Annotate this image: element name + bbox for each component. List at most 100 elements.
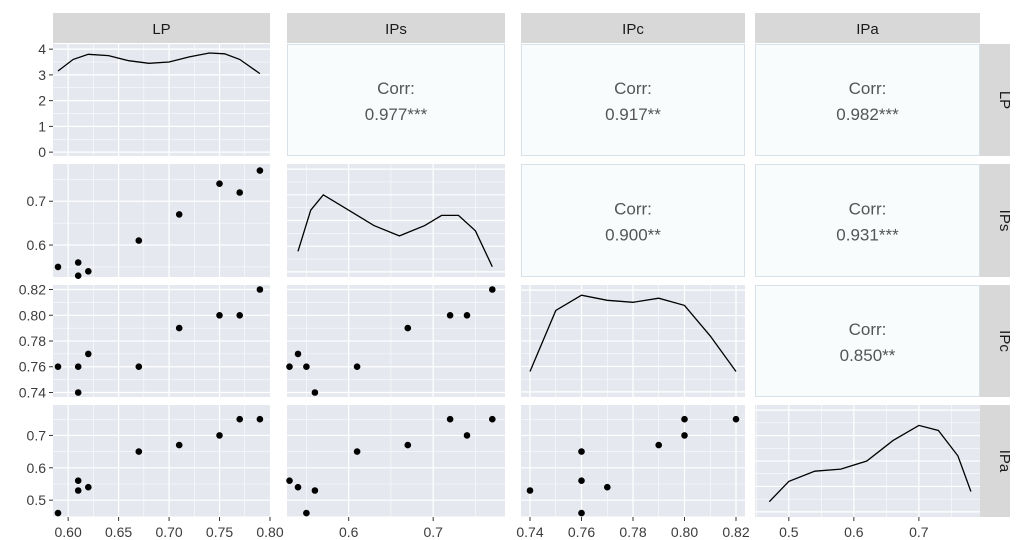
scatter-point	[294, 483, 302, 491]
scatter-point	[311, 487, 319, 494]
strip-right-ips	[980, 164, 1010, 277]
strip-top-label: IPa	[856, 21, 879, 38]
scatter-point	[404, 324, 412, 332]
panel-ips-ipa: Corr: 0.931***	[755, 164, 980, 277]
scatter-point	[54, 509, 62, 517]
scatter-point	[256, 167, 264, 174]
scatter-point	[74, 272, 82, 280]
scatter-point	[578, 509, 585, 517]
strip-right-lp	[980, 44, 1010, 156]
panel-ipa-ipa	[755, 405, 980, 517]
strip-top-ipc	[521, 13, 745, 43]
panel-ipa-lp	[53, 405, 270, 517]
corr-panel-background	[287, 44, 505, 156]
tick-label-y: 0	[38, 144, 46, 160]
tick-label-y: 0.7	[27, 427, 47, 443]
scatter-point	[311, 389, 319, 396]
corr-value: 0.982***	[836, 105, 899, 124]
scatter-point	[463, 312, 471, 319]
strip-right-label: LP	[996, 91, 1013, 109]
scatter-point	[54, 263, 62, 271]
tick-label-y: 0.6	[27, 460, 47, 476]
panel-ips-lp	[53, 164, 270, 280]
strip-right-ipc	[980, 285, 1010, 397]
panel-lp-ipc: Corr: 0.917**	[521, 44, 745, 156]
panel-ipa-ipc	[521, 405, 745, 517]
strip-top-ips	[287, 13, 505, 43]
scatter-point	[489, 415, 496, 423]
strip-top-label: LP	[152, 21, 170, 38]
tick-label-x: 0.78	[619, 524, 646, 540]
scatter-point	[353, 448, 361, 455]
scatter-point	[256, 286, 264, 293]
strip-right-label: IPs	[996, 210, 1013, 232]
panel-lp-lp	[53, 44, 270, 156]
scatter-point	[404, 441, 412, 449]
tick-label-x: 0.70	[155, 524, 182, 540]
corr-value: 0.931***	[836, 226, 899, 245]
corr-label: Corr:	[849, 320, 887, 339]
scatter-point	[74, 363, 82, 371]
scatter-point	[463, 432, 471, 439]
tick-label-y: 0.74	[19, 384, 46, 400]
corr-value: 0.850**	[840, 346, 896, 365]
panel-lp-ips: Corr: 0.977***	[287, 44, 505, 156]
tick-label-y: 3	[38, 67, 46, 83]
scatter-point	[489, 286, 496, 293]
panel-ipc-ipa: Corr: 0.850**	[755, 285, 980, 397]
panel-ipc-ips	[286, 285, 505, 397]
strip-right-label: IPc	[996, 330, 1013, 352]
scatter-point	[175, 324, 183, 332]
tick-label-y: 0.76	[19, 359, 46, 375]
scatter-point	[446, 312, 454, 319]
scatter-point	[85, 350, 92, 358]
tick-label-x: 0.75	[206, 524, 233, 540]
scatter-point	[732, 415, 740, 423]
corr-panel-background	[521, 164, 745, 277]
tick-label-x: 0.7	[423, 524, 443, 540]
tick-label-y: 0.5	[27, 492, 47, 508]
corr-value: 0.917**	[605, 105, 661, 124]
scatter-point	[74, 487, 82, 494]
panel-background	[287, 405, 505, 517]
tick-label-y: 0.6	[27, 237, 47, 253]
corr-panel-background	[755, 44, 980, 156]
tick-label-x: 0.60	[55, 524, 82, 540]
scatter-point	[236, 312, 243, 319]
density-curve-ips	[297, 193, 493, 267]
scatter-point	[303, 363, 310, 371]
panel-ipa-ips	[286, 405, 505, 517]
panel-background	[53, 405, 270, 517]
tick-label-x: 0.7	[909, 524, 929, 540]
scatter-point	[54, 363, 62, 371]
tick-label-y: 0.7	[27, 193, 47, 209]
corr-label: Corr:	[377, 79, 415, 98]
corr-panel-background	[521, 44, 745, 156]
corr-panel-background	[755, 285, 980, 397]
tick-label-x: 0.5	[779, 524, 799, 540]
tick-label-x: 0.6	[844, 524, 864, 540]
scatter-point	[655, 441, 662, 449]
tick-label-x: 0.76	[568, 524, 595, 540]
scatter-point	[135, 448, 143, 455]
scatter-point	[578, 477, 585, 485]
scatter-point	[74, 259, 82, 266]
strip-top-label: IPc	[622, 21, 644, 38]
scatter-point	[604, 483, 611, 491]
strip-top-lp	[53, 13, 270, 43]
scatter-point	[286, 477, 293, 485]
panel-lp-ipa: Corr: 0.982***	[755, 44, 980, 156]
scatter-point	[353, 363, 361, 371]
scatter-point	[236, 415, 243, 423]
tick-label-x: 0.82	[722, 524, 749, 540]
scatter-point	[175, 441, 183, 449]
scatter-point	[681, 415, 688, 423]
corr-label: Corr:	[849, 79, 887, 98]
scatter-point	[85, 268, 92, 275]
scatter-point	[216, 432, 223, 439]
corr-value: 0.977***	[365, 105, 428, 124]
tick-label-x: 0.65	[105, 524, 132, 540]
scatter-point	[135, 237, 143, 244]
tick-label-x: 0.6	[339, 524, 359, 540]
corr-label: Corr:	[614, 200, 652, 219]
